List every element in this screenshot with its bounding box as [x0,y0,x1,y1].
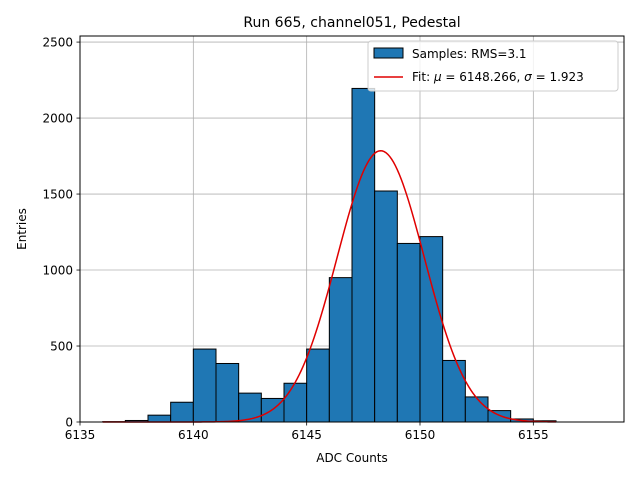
y-tick-label: 2500 [42,36,73,50]
histogram-bar [192,348,217,423]
x-tick-label: 6140 [178,428,209,442]
histogram-bar [215,362,240,423]
legend-fit-prefix: Fit: [412,70,434,84]
x-tick-label: 6145 [291,428,322,442]
histogram-bar [396,242,421,423]
chart-title: Run 665, channel051, Pedestal [243,15,460,31]
histogram-bar [238,392,262,423]
histogram-bar [328,277,353,423]
x-tick-label: 6150 [405,428,436,442]
histogram-bar [351,87,376,423]
x-tick-label: 6135 [65,428,96,442]
histogram-bar [170,401,194,423]
histogram-bar [283,382,308,423]
y-tick-label: 1000 [42,264,73,278]
histogram-bar [147,414,172,423]
legend-fit-body: = 6148.266, [442,70,525,84]
legend-fit-suffix: = 1.923 [532,70,584,84]
axis-ticks: 6135 6140 6145 6150 6155 0 500 1000 1500 2000 2500 [42,36,548,442]
histogram-bar [464,396,489,423]
legend-mu-symbol: μ [433,70,442,84]
legend-box [367,40,619,92]
plot-frame [79,35,625,423]
histogram-bar [306,348,330,423]
legend-histogram-label: Samples: RMS=3.1 [412,47,527,61]
legend: Samples: RMS=3.1 Fit: μ = 6148.266, σ = … [367,40,619,92]
y-tick-label: 500 [50,340,73,354]
histogram-bar [487,410,512,423]
legend-sigma-symbol: σ [524,70,532,84]
histogram-bars [102,87,557,423]
y-axis-label: Entries [15,208,29,250]
histogram-bar [419,236,444,423]
y-tick-label: 0 [65,416,73,430]
histogram-bar [442,359,466,423]
y-tick-label: 1500 [42,188,73,202]
y-tick-label: 2000 [42,112,73,126]
x-axis-label: ADC Counts [316,451,388,465]
x-tick-label: 6155 [518,428,549,442]
legend-histogram-swatch [373,47,404,59]
histogram-bar [374,190,398,423]
legend-fit-label: Fit: μ = 6148.266, σ = 1.923 [412,70,584,84]
